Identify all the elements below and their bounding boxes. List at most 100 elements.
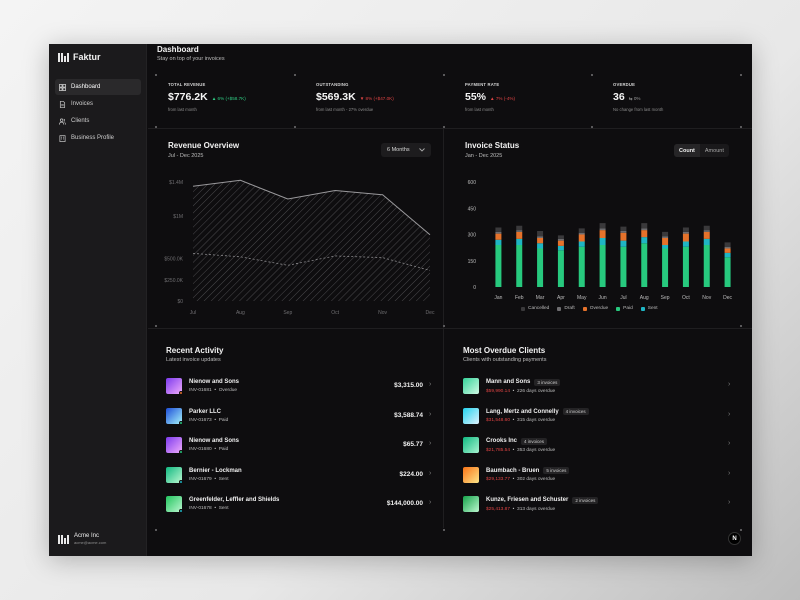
bar-segment-draft[interactable]: [557, 238, 564, 241]
bar-segment-overdue[interactable]: [682, 233, 689, 242]
bar-segment-sent[interactable]: [516, 238, 523, 245]
bar-segment-cancelled[interactable]: [703, 225, 710, 231]
bar-segment-overdue[interactable]: [703, 231, 710, 239]
bar-segment-draft[interactable]: [703, 230, 710, 232]
count-amount-toggle: Count Amount: [674, 144, 729, 157]
activity-row[interactable]: Bernier - Lockman INV-01679 • Sent: [166, 466, 436, 484]
activity-row[interactable]: Parker LLC INV-01673 • Paid: [166, 407, 436, 425]
overdue-clients-title: Most Overdue Clients: [463, 346, 546, 355]
bar-segment-sent[interactable]: [703, 238, 710, 245]
bar-segment-cancelled[interactable]: [641, 223, 648, 229]
chevron-right-icon[interactable]: ›: [429, 469, 432, 477]
bar-segment-draft[interactable]: [516, 230, 523, 232]
bar-segment-overdue[interactable]: [662, 238, 669, 245]
bar-segment-paid[interactable]: [578, 246, 585, 287]
sidebar-item-business-profile[interactable]: Business Profile: [55, 130, 141, 146]
bar-segment-paid[interactable]: [662, 248, 669, 288]
chevron-right-icon[interactable]: ›: [429, 440, 432, 447]
bar-segment-paid[interactable]: [516, 245, 523, 287]
bar-segment-paid[interactable]: [599, 245, 606, 287]
bar-segment-sent[interactable]: [557, 245, 564, 251]
bar-segment-sent[interactable]: [537, 243, 544, 249]
sidebar-item-clients[interactable]: Clients: [55, 113, 141, 129]
chevron-right-icon[interactable]: ›: [728, 499, 731, 506]
chevron-right-icon[interactable]: ›: [728, 381, 731, 388]
bar-segment-sent[interactable]: [495, 239, 502, 245]
bar-segment-cancelled[interactable]: [578, 228, 585, 233]
bar-segment-draft[interactable]: [682, 231, 689, 234]
account-name: Acme Inc: [74, 533, 100, 539]
bar-segment-paid[interactable]: [620, 246, 627, 287]
bar-segment-cancelled[interactable]: [682, 227, 689, 232]
bar-segment-paid[interactable]: [724, 257, 731, 287]
bar-segment-sent[interactable]: [682, 241, 689, 247]
activity-row[interactable]: Nienow and Sons INV-01680 • Paid: [166, 437, 436, 454]
bar-segment-overdue[interactable]: [537, 238, 544, 244]
x-tick-label: May: [577, 295, 587, 301]
bar-segment-draft[interactable]: [578, 232, 585, 235]
bar-segment-paid[interactable]: [537, 248, 544, 288]
bar-segment-overdue[interactable]: [641, 230, 648, 238]
overdue-client-row[interactable]: Mann and Sons 3 invoices $59,990.14 • 226 …: [463, 378, 733, 394]
bar-segment-overdue[interactable]: [724, 248, 731, 253]
bar-segment-draft[interactable]: [724, 246, 731, 249]
app-logo[interactable]: Faktur: [58, 52, 101, 62]
bar-segment-draft[interactable]: [599, 228, 606, 231]
toggle-count[interactable]: Count: [674, 144, 700, 157]
overdue-client-row[interactable]: Lang, Mertz and Connelly 4 invoices $31,54…: [463, 407, 733, 424]
bar-segment-overdue[interactable]: [578, 234, 585, 242]
account-menu[interactable]: Acme Inc acme@acme.com: [58, 533, 106, 545]
invoice-status-legend: Cancelled Draft Overdue Paid Sent: [521, 306, 658, 311]
activity-row[interactable]: Nienow and Sons INV-01681 • Overdue: [166, 378, 436, 395]
bar-segment-paid[interactable]: [495, 245, 502, 287]
bar-segment-overdue[interactable]: [620, 232, 627, 241]
bar-segment-paid[interactable]: [682, 246, 689, 287]
bar-segment-draft[interactable]: [620, 231, 627, 233]
overdue-client-row[interactable]: Crooks Inc 4 invoices $21,785.54 • 353 day…: [463, 437, 733, 453]
range-dropdown[interactable]: 6 Months: [381, 143, 431, 157]
bar-segment-paid[interactable]: [703, 245, 710, 287]
chevron-right-icon[interactable]: ›: [429, 381, 432, 388]
chevron-right-icon[interactable]: ›: [429, 410, 432, 418]
bar-segment-cancelled[interactable]: [516, 225, 523, 231]
status-dot: [179, 420, 183, 425]
overdue-client-row[interactable]: Kunze, Friesen and Schuster 2 invoices $25…: [463, 496, 733, 512]
sidebar-item-invoices[interactable]: Invoices: [55, 96, 141, 112]
chevron-right-icon[interactable]: ›: [429, 499, 432, 506]
bar-segment-overdue[interactable]: [599, 230, 606, 238]
bar-segment-cancelled[interactable]: [662, 231, 669, 237]
bar-segment-draft[interactable]: [537, 236, 544, 238]
chevron-right-icon[interactable]: ›: [728, 410, 731, 418]
bar-segment-sent[interactable]: [662, 245, 669, 249]
bar-segment-paid[interactable]: [641, 243, 648, 287]
toggle-amount[interactable]: Amount: [704, 147, 724, 154]
bar-segment-overdue[interactable]: [495, 233, 502, 240]
chevron-right-icon[interactable]: ›: [728, 440, 731, 447]
bar-segment-sent[interactable]: [578, 241, 585, 247]
bar-segment-draft[interactable]: [641, 228, 648, 231]
bar-segment-draft[interactable]: [495, 231, 502, 234]
bar-segment-cancelled[interactable]: [537, 231, 544, 237]
activity-row[interactable]: Greenfelder, Leffler and Shields INV-0167…: [166, 496, 436, 513]
client-name: Nienow and Sons: [189, 438, 240, 444]
bar-segment-cancelled[interactable]: [620, 226, 627, 231]
bar-segment-draft[interactable]: [662, 236, 669, 238]
bar-segment-sent[interactable]: [724, 252, 731, 258]
bar-segment-cancelled[interactable]: [495, 227, 502, 232]
overdue-client-row[interactable]: Baumbach - Bruen 5 invoices $29,133.77 • 3…: [463, 466, 733, 483]
invoice-count-badge: 4 invoices: [521, 437, 548, 445]
kpi-label: TOTAL REVENUE: [168, 82, 206, 87]
client-avatar: [463, 466, 479, 483]
bar-segment-sent[interactable]: [620, 240, 627, 247]
bar-segment-sent[interactable]: [599, 238, 606, 245]
bar-segment-sent[interactable]: [641, 237, 648, 244]
bar-segment-paid[interactable]: [557, 250, 564, 287]
bar-segment-overdue[interactable]: [557, 240, 564, 246]
next-badge[interactable]: N: [728, 532, 741, 545]
chevron-right-icon[interactable]: ›: [728, 469, 731, 477]
bar-segment-cancelled[interactable]: [599, 223, 606, 229]
sidebar-item-dashboard[interactable]: Dashboard: [55, 79, 141, 95]
bar-segment-cancelled[interactable]: [724, 242, 731, 247]
bar-segment-overdue[interactable]: [516, 231, 523, 239]
bar-segment-cancelled[interactable]: [557, 235, 564, 239]
